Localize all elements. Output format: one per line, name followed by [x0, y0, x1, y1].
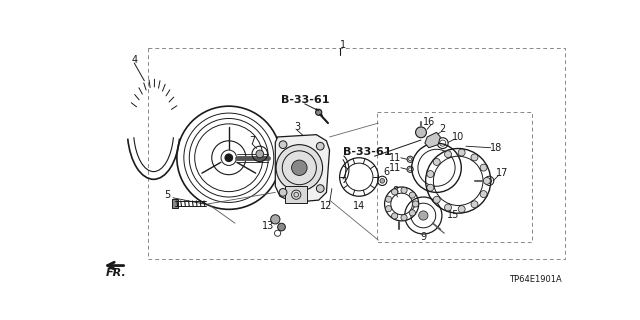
- Circle shape: [225, 154, 233, 162]
- Text: FR.: FR.: [106, 268, 127, 278]
- Text: 4: 4: [131, 55, 138, 65]
- Text: 13: 13: [262, 220, 275, 230]
- Circle shape: [279, 141, 287, 148]
- Bar: [148, 48, 565, 260]
- Bar: [172, 198, 179, 208]
- Circle shape: [409, 210, 415, 216]
- Circle shape: [292, 160, 307, 175]
- Text: 3: 3: [294, 122, 300, 132]
- Circle shape: [385, 196, 392, 202]
- Circle shape: [487, 179, 492, 183]
- Circle shape: [427, 171, 434, 178]
- Text: 17: 17: [496, 168, 509, 178]
- Text: 6: 6: [384, 167, 390, 177]
- Circle shape: [409, 192, 415, 198]
- Bar: [285, 186, 307, 203]
- Circle shape: [445, 204, 451, 211]
- Text: 11: 11: [388, 153, 401, 163]
- Circle shape: [480, 191, 487, 197]
- Circle shape: [392, 189, 397, 195]
- Text: 7: 7: [249, 136, 255, 146]
- Circle shape: [316, 109, 322, 116]
- Circle shape: [276, 145, 323, 191]
- Polygon shape: [275, 135, 330, 203]
- Text: 15: 15: [447, 211, 460, 220]
- Circle shape: [445, 151, 451, 158]
- Text: 18: 18: [490, 143, 502, 153]
- Circle shape: [380, 179, 385, 183]
- Text: 5: 5: [164, 190, 171, 200]
- Text: B-33-61: B-33-61: [280, 95, 329, 105]
- Circle shape: [471, 154, 478, 161]
- Text: 14: 14: [353, 201, 365, 211]
- Circle shape: [401, 187, 407, 193]
- Circle shape: [433, 158, 440, 165]
- Circle shape: [401, 214, 407, 221]
- Polygon shape: [425, 132, 440, 148]
- Circle shape: [458, 206, 465, 212]
- Circle shape: [316, 185, 324, 192]
- Circle shape: [279, 188, 287, 196]
- Circle shape: [316, 142, 324, 150]
- Text: 12: 12: [320, 201, 333, 211]
- Circle shape: [271, 215, 280, 224]
- Circle shape: [415, 127, 426, 138]
- Text: 8: 8: [392, 186, 399, 196]
- Circle shape: [412, 201, 419, 207]
- Text: B-33-61: B-33-61: [342, 147, 391, 157]
- Circle shape: [480, 164, 487, 171]
- Text: TP64E1901A: TP64E1901A: [509, 275, 562, 284]
- Circle shape: [256, 150, 264, 158]
- Circle shape: [471, 201, 478, 208]
- Circle shape: [433, 196, 440, 203]
- Text: 11: 11: [388, 163, 401, 173]
- Text: 2: 2: [440, 124, 446, 134]
- Bar: [377, 112, 532, 243]
- Text: 10: 10: [452, 132, 465, 142]
- Text: 16: 16: [422, 116, 435, 126]
- Text: 9: 9: [420, 232, 426, 242]
- Circle shape: [385, 206, 392, 212]
- Circle shape: [458, 149, 465, 156]
- Text: 1: 1: [340, 40, 347, 50]
- Circle shape: [483, 177, 490, 184]
- Circle shape: [278, 223, 285, 231]
- Circle shape: [392, 213, 397, 219]
- Circle shape: [419, 211, 428, 220]
- Circle shape: [427, 184, 434, 191]
